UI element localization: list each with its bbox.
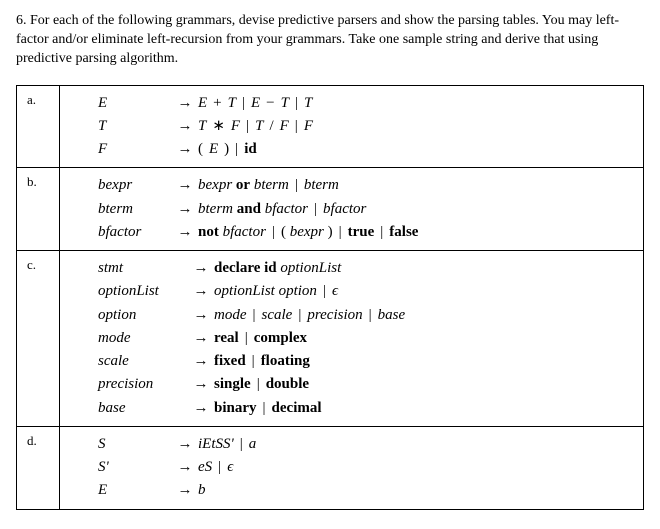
grammar-rule: bfactor→not bfactor|( bexpr )|true|false <box>98 221 633 244</box>
part-label-c: c. <box>17 251 60 427</box>
rule-rhs: iEtSS'|a <box>198 433 256 456</box>
grammar-rule: mode→real|complex <box>98 327 633 350</box>
rule-rhs: (E)|id <box>198 138 257 161</box>
rule-rhs: fixed|floating <box>214 350 310 373</box>
rule-rhs: bterm and bfactor|bfactor <box>198 198 366 221</box>
table-row: a. E→E+T|E−T|TT→T∗F|T/F|FF→(E)|id <box>17 85 644 168</box>
rule-lhs: mode <box>98 327 188 350</box>
table-row: d. S→iEtSS'|aS'→eS|ϵE→b <box>17 426 644 509</box>
grammar-rule: scale→fixed|floating <box>98 350 633 373</box>
rule-rhs: binary|decimal <box>214 397 322 420</box>
table-row: c. stmt→declare id optionListoptionList→… <box>17 251 644 427</box>
arrow-icon: → <box>172 479 198 502</box>
arrow-icon: → <box>188 257 214 280</box>
rule-rhs: real|complex <box>214 327 307 350</box>
part-label-a: a. <box>17 85 60 168</box>
part-cell-b: bexpr→bexpr or bterm|btermbterm→bterm an… <box>60 168 644 251</box>
grammar-rule: bexpr→bexpr or bterm|bterm <box>98 174 633 197</box>
grammar-rule: E→b <box>98 479 633 502</box>
arrow-icon: → <box>172 198 198 221</box>
rule-lhs: stmt <box>98 257 188 280</box>
rule-lhs: S <box>98 433 172 456</box>
rule-rhs: optionList option|ϵ <box>214 280 338 303</box>
rule-rhs: bexpr or bterm|bterm <box>198 174 339 197</box>
arrow-icon: → <box>188 350 214 373</box>
grammar-rule: bterm→bterm and bfactor|bfactor <box>98 198 633 221</box>
part-label-b: b. <box>17 168 60 251</box>
rule-rhs: mode|scale|precision|base <box>214 304 405 327</box>
arrow-icon: → <box>172 138 198 161</box>
rule-lhs: scale <box>98 350 188 373</box>
rule-rhs: T∗F|T/F|F <box>198 115 313 138</box>
arrow-icon: → <box>172 433 198 456</box>
arrow-icon: → <box>188 397 214 420</box>
rule-lhs: base <box>98 397 188 420</box>
rule-lhs: T <box>98 115 172 138</box>
rule-rhs: single|double <box>214 373 309 396</box>
arrow-icon: → <box>172 456 198 479</box>
grammar-rule: optionList→optionList option|ϵ <box>98 280 633 303</box>
part-cell-c: stmt→declare id optionListoptionList→opt… <box>60 251 644 427</box>
arrow-icon: → <box>188 327 214 350</box>
part-cell-d: S→iEtSS'|aS'→eS|ϵE→b <box>60 426 644 509</box>
rule-lhs: optionList <box>98 280 188 303</box>
grammar-rule: E→E+T|E−T|T <box>98 92 633 115</box>
rule-rhs: b <box>198 479 206 502</box>
question-number: 6. <box>16 13 27 28</box>
grammar-rule: option→mode|scale|precision|base <box>98 304 633 327</box>
arrow-icon: → <box>172 221 198 244</box>
rule-lhs: bfactor <box>98 221 172 244</box>
grammar-rule: stmt→declare id optionList <box>98 257 633 280</box>
table-row: b. bexpr→bexpr or bterm|btermbterm→bterm… <box>17 168 644 251</box>
rule-rhs: eS|ϵ <box>198 456 233 479</box>
arrow-icon: → <box>188 280 214 303</box>
rule-lhs: E <box>98 92 172 115</box>
rule-lhs: precision <box>98 373 188 396</box>
grammar-b: bexpr→bexpr or bterm|btermbterm→bterm an… <box>70 174 633 244</box>
grammar-rule: S'→eS|ϵ <box>98 456 633 479</box>
grammar-table: a. E→E+T|E−T|TT→T∗F|T/F|FF→(E)|id b. bex… <box>16 85 644 510</box>
rule-rhs: not bfactor|( bexpr )|true|false <box>198 221 418 244</box>
rule-lhs: option <box>98 304 188 327</box>
arrow-icon: → <box>172 115 198 138</box>
arrow-icon: → <box>172 92 198 115</box>
grammar-d: S→iEtSS'|aS'→eS|ϵE→b <box>70 433 633 503</box>
grammar-rule: T→T∗F|T/F|F <box>98 115 633 138</box>
arrow-icon: → <box>188 373 214 396</box>
grammar-a: E→E+T|E−T|TT→T∗F|T/F|FF→(E)|id <box>70 92 633 162</box>
arrow-icon: → <box>188 304 214 327</box>
part-cell-a: E→E+T|E−T|TT→T∗F|T/F|FF→(E)|id <box>60 85 644 168</box>
question-body: For each of the following grammars, devi… <box>16 13 619 66</box>
grammar-c: stmt→declare id optionListoptionList→opt… <box>70 257 633 420</box>
rule-lhs: S' <box>98 456 172 479</box>
rule-lhs: E <box>98 479 172 502</box>
grammar-rule: S→iEtSS'|a <box>98 433 633 456</box>
part-label-d: d. <box>17 426 60 509</box>
grammar-rule: F→(E)|id <box>98 138 633 161</box>
grammar-rule: precision→single|double <box>98 373 633 396</box>
arrow-icon: → <box>172 174 198 197</box>
grammar-rule: base→binary|decimal <box>98 397 633 420</box>
rule-lhs: bterm <box>98 198 172 221</box>
rule-rhs: declare id optionList <box>214 257 341 280</box>
rule-lhs: F <box>98 138 172 161</box>
rule-rhs: E+T|E−T|T <box>198 92 312 115</box>
question-text: 6. For each of the following grammars, d… <box>16 12 644 69</box>
rule-lhs: bexpr <box>98 174 172 197</box>
